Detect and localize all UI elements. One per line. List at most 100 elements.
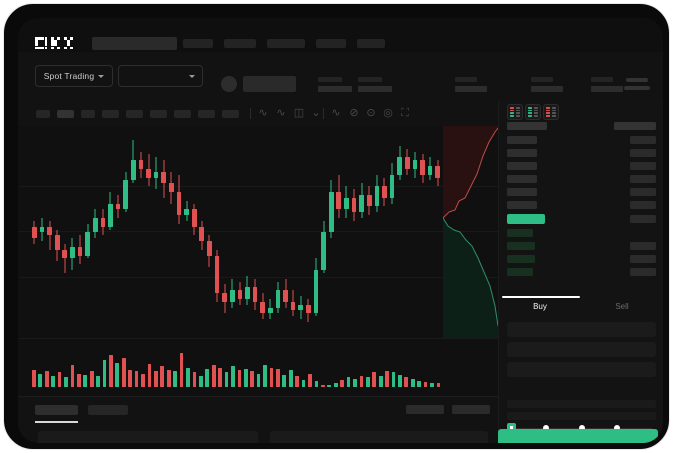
- volume-bar-35: [256, 373, 261, 387]
- candle-25: [222, 126, 227, 338]
- orderbook-bid-price-1[interactable]: [507, 242, 535, 250]
- okx-logo[interactable]: [35, 37, 79, 50]
- ticker-menu-line-1[interactable]: [624, 86, 650, 90]
- slider-dot-0[interactable]: [543, 424, 550, 431]
- candle-23: [207, 126, 212, 338]
- order-form-field-1[interactable]: [507, 342, 656, 357]
- volume-bar-19: [154, 371, 158, 387]
- orderbook-bid-price-2[interactable]: [507, 255, 535, 263]
- orders-tab-0[interactable]: [35, 405, 78, 415]
- chart-interval-7[interactable]: [198, 110, 215, 118]
- candle-body: [85, 232, 90, 256]
- candle-body: [153, 171, 159, 178]
- ticker-stat-label: [591, 77, 613, 82]
- orderbook-ask-amount-2[interactable]: [630, 162, 656, 170]
- fullscreen-icon[interactable]: ⛶: [401, 107, 409, 119]
- candle-body: [176, 192, 182, 216]
- header-nav-item-2[interactable]: [267, 39, 305, 48]
- chart-interval-2[interactable]: [81, 110, 95, 118]
- chart-interval-8[interactable]: [222, 110, 239, 118]
- orderbook-ask-price-4[interactable]: [507, 188, 537, 196]
- orderbook-bid-price-0[interactable]: [507, 229, 533, 237]
- orders-action-0[interactable]: [406, 405, 444, 414]
- candle-6: [77, 126, 83, 338]
- orderbook-bid-amount-3[interactable]: [630, 268, 656, 276]
- trade-tab-sell[interactable]: Sell: [615, 302, 629, 311]
- header-nav-item-3[interactable]: [316, 39, 346, 48]
- order-summary-row-0: [507, 400, 656, 408]
- ticker-menu-line-0[interactable]: [626, 78, 648, 82]
- header-nav-item-4[interactable]: [357, 39, 385, 48]
- chart-interval-3[interactable]: [102, 110, 119, 118]
- orderbook-ask-price-2[interactable]: [507, 162, 537, 170]
- orders-action-1[interactable]: [452, 405, 490, 414]
- candle-26: [229, 126, 235, 338]
- candle-51: [420, 126, 425, 338]
- volume-bar-51: [359, 376, 364, 387]
- candle-46: [382, 126, 387, 338]
- magnet-icon[interactable]: ⊘: [349, 107, 359, 119]
- order-form-field-0[interactable]: [507, 322, 656, 337]
- orderbook-ask-amount-3[interactable]: [630, 175, 656, 183]
- chevron-down-icon[interactable]: ⌄: [311, 107, 321, 119]
- candlestick-chart[interactable]: [18, 126, 498, 338]
- orderbook-mid-price[interactable]: [507, 214, 545, 224]
- orderbook-ask-amount-1[interactable]: [630, 149, 656, 157]
- trading-pair-selector[interactable]: [118, 65, 203, 87]
- order-form-field-2[interactable]: [507, 362, 656, 377]
- volume-bar-45: [320, 384, 325, 387]
- amount-slider[interactable]: [507, 422, 656, 434]
- camera-icon[interactable]: ◎: [383, 107, 393, 119]
- orderbook-ask-price-5[interactable]: [507, 201, 537, 209]
- bottom-panel-0[interactable]: [38, 431, 258, 443]
- market-type-selector[interactable]: Spot Trading: [35, 65, 113, 87]
- bottom-panel-1[interactable]: [270, 431, 488, 443]
- orderbook-mode-both-icon[interactable]: [507, 104, 523, 120]
- candle-18: [169, 126, 174, 338]
- header-search-field[interactable]: [92, 37, 177, 50]
- orderbook-ask-price-3[interactable]: [507, 175, 537, 183]
- ticker-stat-label: [531, 77, 553, 82]
- orderbook-ask-price-1[interactable]: [507, 149, 537, 157]
- orderbook-mode-asks-icon[interactable]: [543, 104, 559, 120]
- orderbook-ask-amount-0[interactable]: [630, 136, 656, 144]
- orderbook-mode-bids-icon[interactable]: [525, 104, 541, 120]
- header-nav-item-0[interactable]: [183, 39, 213, 48]
- orderbook-ask-amount-4[interactable]: [630, 188, 656, 196]
- trade-tab-buy[interactable]: Buy: [533, 302, 547, 311]
- candle-body: [298, 304, 304, 311]
- candle-4: [62, 126, 68, 338]
- ticker-stat-value: [318, 86, 352, 92]
- chart-interval-0[interactable]: [36, 110, 50, 118]
- chart-interval-4[interactable]: [126, 110, 143, 118]
- candle-10: [108, 126, 113, 338]
- volume-bar-20: [160, 366, 165, 387]
- line-tool-icon[interactable]: ∿: [331, 107, 341, 119]
- candle-34: [290, 126, 296, 338]
- orderbook-ask-amount-5[interactable]: [630, 201, 656, 209]
- compare-icon[interactable]: ◫: [293, 107, 305, 119]
- orderbook-list[interactable]: [499, 122, 663, 322]
- orderbook-bid-amount-1[interactable]: [630, 242, 656, 250]
- orders-tab-1[interactable]: [88, 405, 128, 415]
- chart-interval-5[interactable]: [150, 110, 167, 118]
- chart-interval-6[interactable]: [174, 110, 191, 118]
- slider-dot-2[interactable]: [613, 424, 620, 431]
- candle-38: [321, 126, 326, 338]
- candle-body: [47, 226, 52, 236]
- chart-type-icon[interactable]: ∿: [276, 107, 286, 119]
- orderbook-bid-amount-2[interactable]: [630, 255, 656, 263]
- header-nav-item-1[interactable]: [224, 39, 256, 48]
- indicators-icon[interactable]: ∿: [258, 107, 268, 119]
- slider-dot-1[interactable]: [578, 424, 585, 431]
- volume-bar-55: [385, 371, 389, 387]
- orderbook-bid-price-3[interactable]: [507, 268, 533, 276]
- settings-icon[interactable]: ⊙: [366, 107, 376, 119]
- candle-body: [374, 186, 380, 207]
- bottom-panel-2[interactable]: [498, 429, 658, 443]
- orderbook-ask-price-0[interactable]: [507, 136, 537, 144]
- chart-interval-1[interactable]: [57, 110, 74, 118]
- volume-bar-43: [308, 373, 312, 387]
- volume-bar-40: [288, 370, 293, 387]
